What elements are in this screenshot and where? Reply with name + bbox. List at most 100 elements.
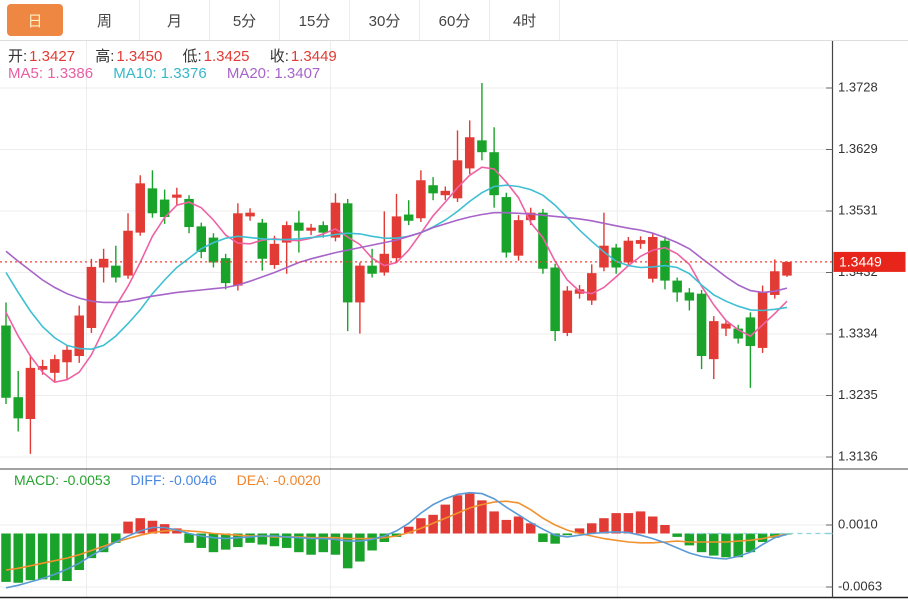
price-tick-label: 1.3728: [838, 79, 878, 94]
diff-label: DIFF:: [130, 472, 166, 488]
candle-body: [86, 266, 97, 328]
macd-bar: [1, 533, 11, 582]
macd-bar: [50, 533, 60, 581]
candle-body: [782, 261, 792, 276]
macd-bar: [525, 523, 536, 534]
macd-bar: [538, 533, 548, 542]
candle-body: [50, 359, 60, 373]
macd-bar: [416, 518, 426, 534]
macd-bar: [709, 533, 719, 556]
tab-4hour[interactable]: 4时: [490, 0, 560, 40]
macd-bar: [220, 533, 231, 550]
candle-body: [635, 240, 646, 244]
macd-bar: [257, 533, 268, 545]
candle-body: [379, 253, 390, 273]
macd-layer: [1, 491, 833, 589]
candle-body: [770, 271, 780, 295]
dea-label: DEA:: [236, 472, 270, 488]
tab-60min[interactable]: 60分: [420, 0, 490, 40]
candle-body: [599, 245, 609, 268]
tab-month[interactable]: 月: [140, 0, 210, 40]
ma-lines-layer: [0, 166, 832, 384]
low-label: 低:: [182, 48, 202, 65]
candle-body: [416, 180, 426, 219]
ma5-label: MA5:: [8, 65, 44, 82]
tab-label: 日: [27, 12, 43, 30]
macd-bar: [648, 516, 658, 534]
ma10-readout: MA10: 1.3376: [113, 65, 206, 82]
macd-bar: [281, 533, 292, 548]
macd-bar: [37, 533, 48, 580]
macd-bar: [208, 533, 219, 553]
candle-body: [269, 243, 280, 266]
candle-body: [111, 265, 121, 278]
close-label: 收:: [269, 48, 289, 65]
macd-bar: [98, 533, 109, 553]
tab-label: 60分: [438, 12, 471, 30]
macd-bar: [135, 518, 145, 534]
candle-body: [477, 140, 487, 153]
candle-body: [25, 367, 36, 419]
candle-body: [37, 365, 48, 370]
tab-day[interactable]: 日: [7, 4, 63, 36]
macd-bar: [782, 533, 792, 535]
price-badge-text: 1.3449: [839, 253, 882, 269]
ma20-label: MA20:: [226, 65, 271, 82]
macd-bar: [513, 516, 524, 534]
macd-bar: [123, 521, 133, 534]
candle-body: [306, 227, 316, 231]
candle-body: [294, 222, 304, 231]
macd-bar: [599, 518, 609, 534]
macd-bar: [172, 528, 182, 534]
candle-body: [489, 152, 499, 196]
candle-body: [1, 325, 11, 398]
macd-bar: [196, 533, 206, 548]
macd-bar: [489, 511, 499, 534]
candle-body: [330, 202, 341, 238]
price-badge-bg: [833, 251, 906, 272]
candle-body: [721, 323, 731, 329]
price-tick-label: 1.3334: [838, 325, 878, 340]
macd-value-readout: MACD: -0.0053: [14, 472, 111, 488]
ma5-readout: MA5: 1.3386: [8, 65, 93, 82]
macd-bar: [550, 533, 560, 544]
price-tick-label: 1.3531: [838, 202, 878, 217]
tab-label: 周: [96, 12, 112, 30]
tab-5min[interactable]: 5分: [210, 0, 280, 40]
macd-tick-label: -0.0063: [838, 578, 882, 593]
tab-15min[interactable]: 15分: [280, 0, 350, 40]
price-tick-label: 1.3629: [838, 141, 878, 156]
candle-body: [147, 188, 158, 214]
tab-week[interactable]: 周: [70, 0, 140, 40]
candle-body: [355, 265, 365, 303]
candle-body: [159, 199, 170, 218]
candle-body: [562, 290, 573, 333]
candle-body: [464, 137, 475, 169]
axes-layer: 1.37281.36291.35311.34321.33341.32351.31…: [0, 41, 908, 599]
tab-label: 4时: [512, 12, 537, 30]
macd-bar: [501, 519, 512, 534]
tab-label: 30分: [368, 12, 401, 30]
macd-bar: [696, 533, 707, 553]
gridlines-layer: [0, 41, 832, 597]
ma10-line: [5, 184, 788, 351]
low-readout: 低: 1.3425: [182, 48, 249, 65]
macd-bar: [586, 523, 597, 534]
ma-readout: MA5: 1.3386 MA10: 1.3376 MA20: 1.3407: [8, 65, 336, 82]
candle-body: [684, 292, 695, 301]
candle-body: [184, 198, 194, 227]
candle-body: [550, 267, 560, 332]
macd-bar: [574, 528, 585, 534]
tab-30min[interactable]: 30分: [350, 0, 420, 40]
macd-bar: [269, 533, 280, 547]
open-value: 1.3427: [29, 48, 76, 65]
macd-bar: [111, 533, 121, 543]
macd-bar: [318, 533, 329, 553]
macd-bar: [611, 513, 621, 534]
macd-bar: [330, 533, 341, 555]
macd-bar: [745, 533, 756, 553]
macd-bar: [623, 513, 634, 534]
open-readout: 开: 1.3427: [8, 48, 75, 65]
